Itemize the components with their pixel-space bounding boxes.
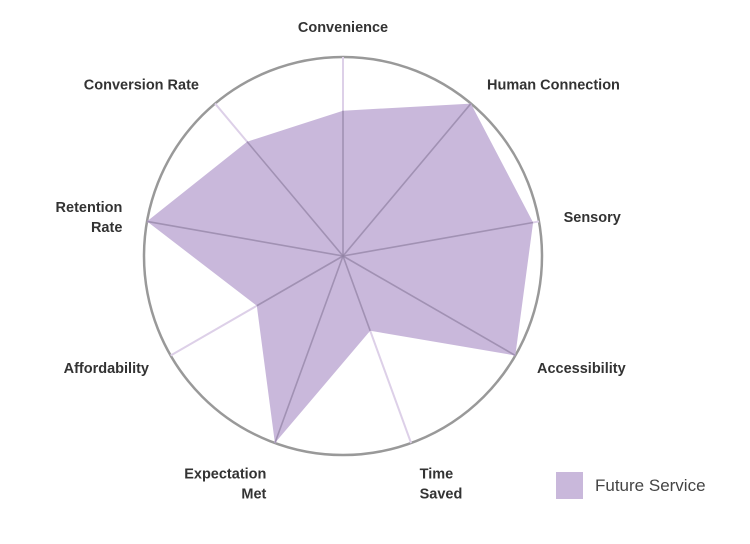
axis-label-affordability-line-1: Affordability (64, 361, 149, 377)
spoke-inner-affordability (256, 255, 344, 307)
spoke-inner-time-saved (342, 255, 371, 332)
axis-label-expectation-met-line-1: Expectation (184, 467, 266, 483)
spoke-inner-expectation-met (274, 255, 344, 444)
axis-label-retention-rate: Retention Rate (56, 200, 123, 236)
axis-label-sensory: Sensory (564, 210, 621, 226)
axis-label-human-connection: Human Connection (487, 77, 620, 93)
spoke-inner-conversion-rate (246, 141, 344, 257)
axis-label-conversion-rate: Conversion Rate (84, 77, 199, 93)
axis-label-sensory-line-1: Sensory (564, 210, 621, 226)
axis-label-expectation-met: Expectation Met (184, 467, 266, 503)
axis-label-accessibility-line-1: Accessibility (537, 361, 626, 377)
axis-label-time-saved-line-1: Time (420, 467, 454, 483)
axis-label-human-connection-line-1: Human Connection (487, 77, 620, 93)
spoke-inner-accessibility (342, 255, 516, 357)
axis-label-time-saved: Time Saved (420, 467, 463, 503)
legend: Future Service (556, 472, 706, 499)
axis-label-retention-rate-line-2: Rate (91, 220, 122, 236)
axis-label-convenience-line-1: Convenience (298, 20, 388, 36)
axis-label-convenience: Convenience (298, 20, 388, 36)
legend-label-future-service: Future Service (595, 475, 706, 495)
series-area-future-service (147, 103, 534, 443)
axis-label-time-saved-line-2: Saved (420, 487, 463, 503)
axis-label-affordability: Affordability (64, 361, 149, 377)
spoke-inner-sensory (342, 221, 534, 257)
legend-swatch (556, 472, 583, 499)
axis-label-accessibility: Accessibility (537, 361, 626, 377)
axis-label-conversion-rate-line-1: Conversion Rate (84, 77, 199, 93)
axis-label-retention-rate-line-1: Retention (56, 200, 123, 216)
spoke-inner-retention-rate (146, 220, 344, 257)
axis-label-expectation-met-line-2: Met (241, 487, 266, 503)
spoke-inner-human-connection (342, 103, 472, 257)
